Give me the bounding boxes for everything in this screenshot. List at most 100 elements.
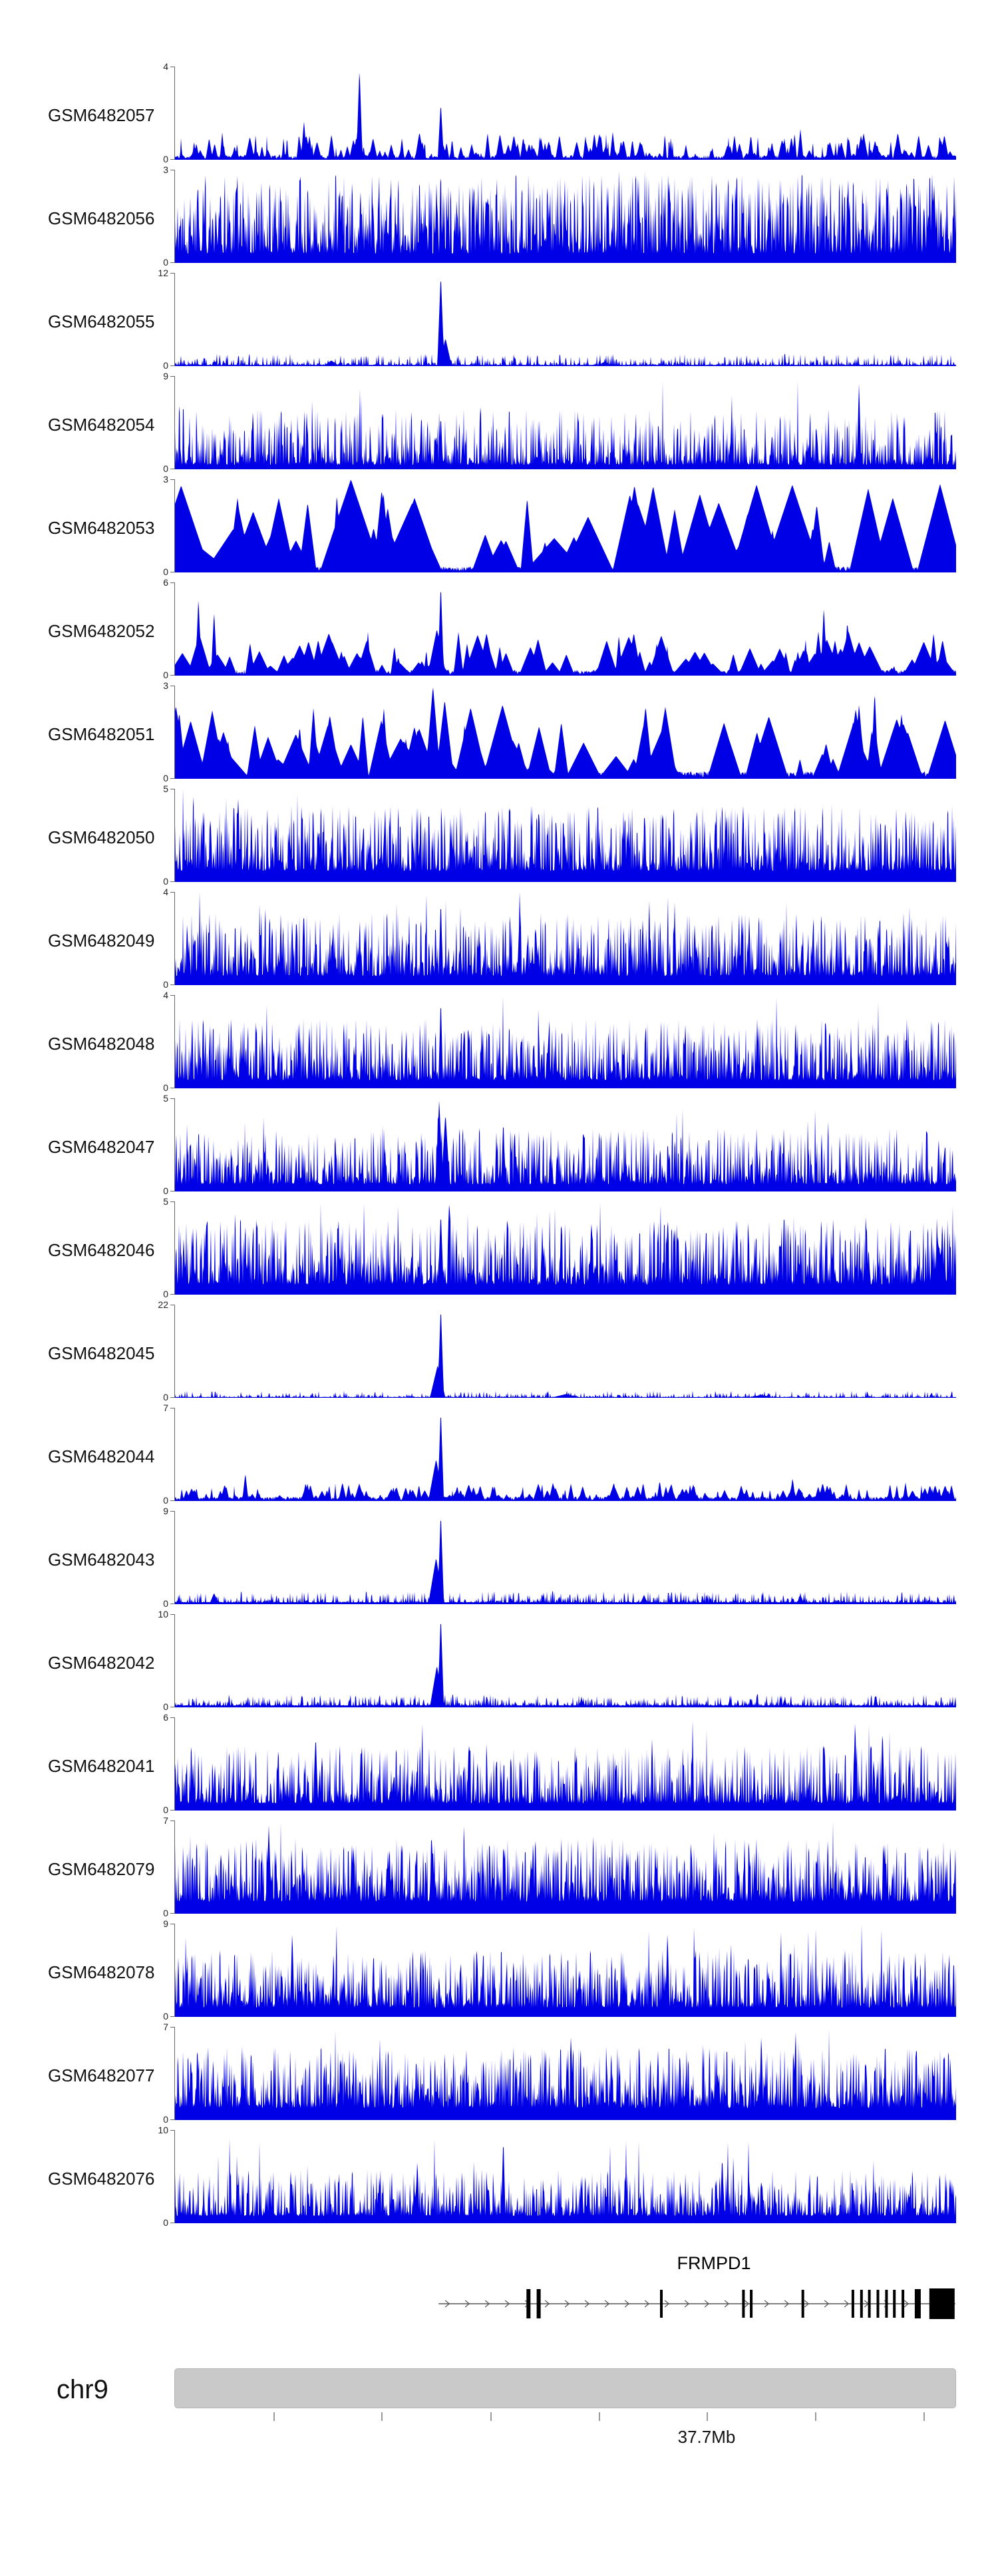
- track-ymax-label: 4: [163, 887, 168, 897]
- chromosome-label: chr9: [57, 2375, 108, 2404]
- track-ymin-label: 0: [163, 463, 168, 474]
- coverage-track-row: GSM6482076 10 0: [0, 2125, 998, 2233]
- track-ymax-label: 4: [163, 61, 168, 72]
- coverage-track-row: GSM6482046 5 0: [0, 1196, 998, 1305]
- track-label: GSM6482056: [48, 208, 155, 228]
- coverage-track-row: GSM6482054 9 0: [0, 371, 998, 479]
- track-ymax-label: 5: [163, 783, 168, 794]
- track-label: GSM6482043: [48, 1550, 155, 1570]
- track-ymin-label: 0: [163, 670, 168, 680]
- coverage-signal-area: [175, 592, 956, 676]
- gene-model-track: FRMPD1: [174, 2253, 956, 2340]
- track-label: GSM6482053: [48, 518, 155, 538]
- track-label: GSM6482079: [48, 1859, 155, 1879]
- track-ymax-label: 10: [158, 2125, 168, 2135]
- genomic-position-label: 37.7Mb: [677, 2427, 736, 2447]
- coverage-track-row: GSM6482050 5 0: [0, 783, 998, 892]
- track-ymax-label: 5: [163, 1196, 168, 1207]
- coverage-track-row: GSM6482079 7 0: [0, 1815, 998, 1924]
- track-ymin-label: 0: [163, 566, 168, 577]
- axis-tick: [273, 2412, 275, 2421]
- track-label: GSM6482049: [48, 931, 155, 951]
- track-label: GSM6482048: [48, 1034, 155, 1054]
- track-ymax-label: 7: [163, 1815, 168, 1826]
- gene-name-label: FRMPD1: [677, 2253, 751, 2273]
- coverage-signal-area: [175, 2029, 956, 2120]
- coverage-track-row: GSM6482045 22 0: [0, 1299, 998, 1408]
- axis-tick: [381, 2412, 383, 2421]
- coverage-track-row: GSM6482044 7 0: [0, 1402, 998, 1511]
- track-ymax-label: 6: [163, 577, 168, 588]
- track-ymax-label: 6: [163, 1712, 168, 1723]
- track-label: GSM6482051: [48, 724, 155, 744]
- coverage-track-row: GSM6482056 3 0: [0, 164, 998, 273]
- coverage-signal-area: [175, 480, 956, 572]
- coverage-signal-area: [175, 1201, 956, 1295]
- coverage-track-row: GSM6482057 4 0: [0, 61, 998, 170]
- coverage-signal-area: [175, 1314, 956, 1398]
- coverage-track-row: GSM6482077 7 0: [0, 2022, 998, 2130]
- track-ymin-label: 0: [163, 2011, 168, 2022]
- coverage-signal-area: [175, 72, 956, 160]
- track-label: GSM6482050: [48, 827, 155, 847]
- track-ymin-label: 0: [163, 257, 168, 268]
- coverage-track-row: GSM6482078 9 0: [0, 1918, 998, 2027]
- track-plot: 10 0: [158, 2125, 956, 2228]
- track-ymin-label: 0: [163, 773, 168, 783]
- track-label: GSM6482076: [48, 2169, 155, 2189]
- track-label: GSM6482052: [48, 621, 155, 641]
- coverage-signal-area: [175, 1520, 956, 1604]
- coverage-track-row: GSM6482048 4 0: [0, 990, 998, 1098]
- track-ymin-label: 0: [163, 1805, 168, 1815]
- coverage-signal-area: [175, 2139, 956, 2223]
- coverage-signal-area: [175, 789, 956, 882]
- track-ymin-label: 0: [163, 1185, 168, 1196]
- track-plot: 22 0: [158, 1299, 956, 1402]
- track-label: GSM6482077: [48, 2065, 155, 2085]
- coverage-track-row: GSM6482055 12 0: [0, 268, 998, 376]
- axis-tick: [599, 2412, 600, 2421]
- track-label: GSM6482078: [48, 1962, 155, 1982]
- coverage-track-row: GSM6482049 4 0: [0, 887, 998, 995]
- coverage-track-row: GSM6482043 9 0: [0, 1506, 998, 1614]
- coverage-track-row: GSM6482052 6 0: [0, 577, 998, 686]
- coverage-signal-area: [175, 688, 956, 779]
- coverage-signal-area: [175, 1623, 956, 1707]
- coverage-signal-area: [175, 892, 956, 985]
- track-label: GSM6482041: [48, 1756, 155, 1776]
- track-ymax-label: 12: [158, 268, 168, 278]
- track-ymax-label: 4: [163, 990, 168, 1000]
- track-label: GSM6482046: [48, 1240, 155, 1260]
- track-ymax-label: 9: [163, 1918, 168, 1929]
- track-ymin-label: 0: [163, 2114, 168, 2125]
- coverage-signal-area: [175, 282, 956, 366]
- track-ymin-label: 0: [163, 1598, 168, 1609]
- track-label: GSM6482044: [48, 1446, 155, 1466]
- track-ymax-label: 9: [163, 371, 168, 381]
- coverage-signal-area: [175, 171, 956, 263]
- track-ymax-label: 3: [163, 680, 168, 691]
- coverage-signal-area: [175, 1821, 956, 1914]
- track-ymin-label: 0: [163, 1495, 168, 1506]
- track-label: GSM6482047: [48, 1137, 155, 1157]
- track-label: GSM6482057: [48, 105, 155, 125]
- coverage-track-row: GSM6482047 5 0: [0, 1093, 998, 1201]
- track-ymax-label: 9: [163, 1506, 168, 1516]
- track-label: GSM6482045: [48, 1343, 155, 1363]
- axis-tick: [490, 2412, 492, 2421]
- track-label: GSM6482054: [48, 415, 155, 435]
